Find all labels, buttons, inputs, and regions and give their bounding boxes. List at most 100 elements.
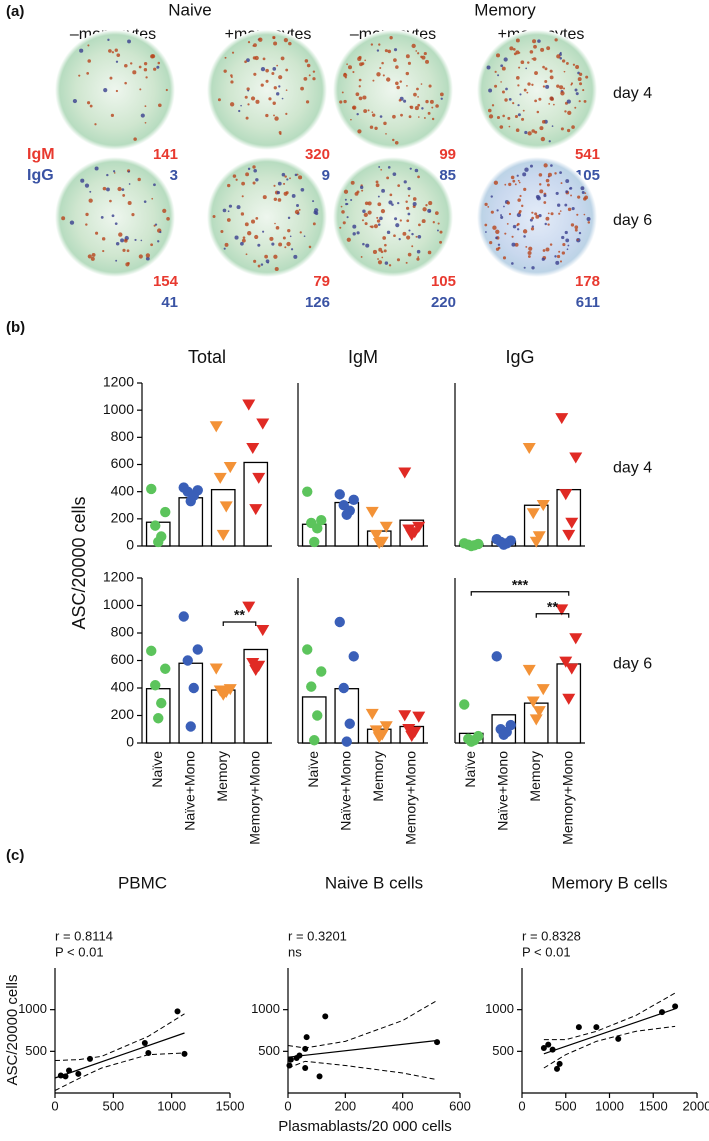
well-spot xyxy=(534,71,538,75)
well-spot xyxy=(545,247,550,252)
well-spot xyxy=(294,209,300,215)
data-point xyxy=(178,611,189,622)
well-spot xyxy=(496,115,501,120)
well-spot xyxy=(143,62,148,66)
well-spot xyxy=(378,247,383,252)
well-spot xyxy=(273,41,278,46)
well-spot xyxy=(78,74,81,77)
well-spot xyxy=(575,92,579,96)
well-spot xyxy=(382,236,387,240)
well-spot xyxy=(529,50,534,54)
well-spot xyxy=(230,76,233,78)
well-spot xyxy=(312,200,315,203)
y-tick-label: 1000 xyxy=(103,401,134,417)
x-tick-label: 1000 xyxy=(595,1098,624,1113)
well-spot xyxy=(408,229,411,232)
data-point xyxy=(672,1003,679,1010)
data-point xyxy=(145,1050,152,1056)
well-spot xyxy=(429,99,434,104)
data-point xyxy=(554,1065,560,1072)
x-tick-label: Naïve+Mono xyxy=(337,751,353,831)
well-spot xyxy=(254,234,259,240)
data-point xyxy=(174,1008,181,1015)
well-spot xyxy=(550,164,553,167)
well-spot xyxy=(235,178,238,181)
well-spot xyxy=(565,238,570,243)
well-spot xyxy=(291,194,296,198)
well-spot xyxy=(245,172,250,177)
well-spot xyxy=(377,260,383,265)
data-point xyxy=(223,462,237,474)
well-spot xyxy=(578,72,583,76)
x-tick-label: 2000 xyxy=(683,1098,709,1113)
well-spot xyxy=(539,183,542,186)
well-spot xyxy=(411,43,416,49)
well-spot xyxy=(339,100,343,104)
well-spot xyxy=(278,75,283,80)
data-point xyxy=(466,540,477,552)
well xyxy=(55,30,175,150)
well-spot xyxy=(407,186,411,191)
well-spot xyxy=(116,53,121,57)
well-spot xyxy=(567,207,572,212)
well-spot xyxy=(525,67,528,70)
well-spot xyxy=(377,223,381,226)
panel-label: (b) xyxy=(6,319,25,336)
well-spot xyxy=(365,243,370,248)
well-spot xyxy=(355,92,360,97)
well-spot xyxy=(393,48,398,52)
well-spot xyxy=(272,101,276,105)
well-spot xyxy=(342,221,346,225)
well-spot xyxy=(435,104,439,108)
well-spot xyxy=(423,51,427,56)
well-spot xyxy=(102,186,107,191)
well-spot xyxy=(313,210,317,215)
data-point xyxy=(434,1039,441,1046)
y-axis-label: ASC/20000 cells xyxy=(69,496,89,629)
well-spot xyxy=(346,216,349,219)
well-spot xyxy=(228,204,233,208)
well-spot xyxy=(282,236,286,240)
x-tick-label: 1500 xyxy=(639,1098,668,1113)
well-spot xyxy=(109,76,113,80)
data-point xyxy=(405,730,419,742)
well-spot xyxy=(558,212,561,215)
well-count: 79 xyxy=(313,273,330,290)
well-spot xyxy=(144,121,147,124)
well-spot xyxy=(72,98,78,104)
data-point xyxy=(379,521,393,533)
well-spot xyxy=(530,227,535,231)
well-spot xyxy=(306,63,311,68)
data-point xyxy=(379,721,393,733)
well-spot xyxy=(511,242,516,247)
well-spot xyxy=(427,111,431,115)
well-spot xyxy=(425,99,429,104)
well-spot xyxy=(415,235,418,238)
well-spot xyxy=(501,66,506,71)
data-point xyxy=(286,1062,293,1069)
well-spot xyxy=(258,38,261,41)
data-point xyxy=(75,1070,82,1077)
well-spot xyxy=(226,183,231,188)
well-spot xyxy=(244,222,249,227)
significance-bracket xyxy=(470,591,570,596)
well-spot xyxy=(519,194,522,198)
well-spot xyxy=(384,49,388,53)
well-spot xyxy=(246,58,250,63)
well-spot xyxy=(531,266,535,270)
well-spot xyxy=(283,38,288,43)
y-tick-label: 800 xyxy=(111,624,135,640)
data-point xyxy=(87,1055,93,1062)
well-spot xyxy=(254,55,259,61)
well-spot xyxy=(528,246,533,251)
well-spot xyxy=(288,41,292,46)
data-point xyxy=(398,710,412,722)
well-spot xyxy=(489,241,493,245)
data-point xyxy=(316,1073,323,1080)
well-spot xyxy=(406,235,411,240)
well-spot xyxy=(290,248,294,251)
well-spot xyxy=(377,202,382,207)
data-point xyxy=(246,443,260,455)
well-spot xyxy=(293,254,298,259)
